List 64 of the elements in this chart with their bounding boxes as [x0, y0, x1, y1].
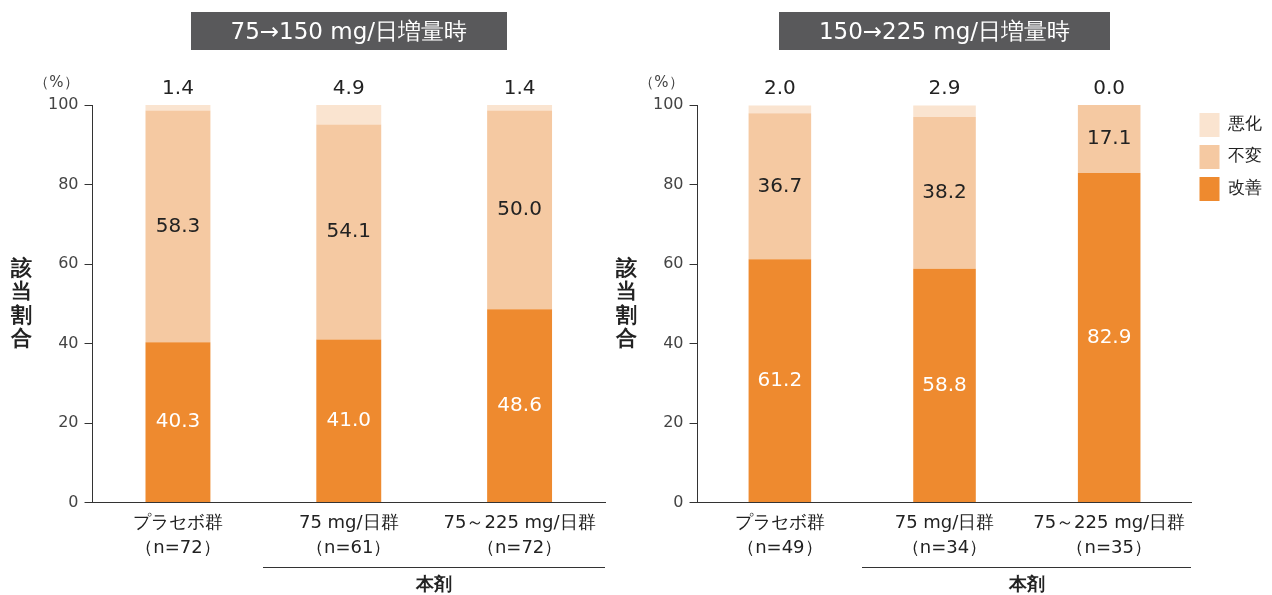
y-tick-label: 0 [68, 491, 79, 511]
data-label: 40.3 [155, 408, 201, 433]
x-tick-label: 75 mg/日群（n=61） [298, 510, 399, 558]
y-axis-title: 該当割合 [10, 255, 33, 351]
bar [913, 105, 976, 117]
legend-label: 改善 [1228, 177, 1262, 198]
text: 本剤 [1007, 572, 1046, 595]
data-label: 4.9 [332, 75, 365, 99]
data-label: 61.2 [757, 366, 803, 391]
data-label: 1.4 [162, 75, 194, 99]
y-tick-label: 60 [663, 253, 684, 273]
bar [913, 268, 976, 503]
y-axis-title: 該当割合 [615, 255, 638, 351]
data-label: 1.4 [503, 75, 536, 99]
y-tick-label: 20 [58, 412, 79, 432]
y-tick-label: 20 [663, 412, 684, 432]
x-tick-label: 75～225 mg/日群（n=72） [443, 510, 596, 558]
bar [748, 105, 812, 114]
y-tick-label: 80 [58, 173, 79, 193]
y-tick-label: 100 [652, 94, 684, 114]
bar [316, 339, 382, 503]
data-label: 58.8 [922, 371, 967, 396]
data-label: 41.0 [326, 407, 372, 432]
legend-label: 不変 [1228, 145, 1262, 166]
text: （%） [639, 73, 684, 92]
y-tick-label: 100 [47, 94, 79, 114]
bar [316, 124, 382, 340]
y-tick-label: 60 [58, 253, 79, 273]
chart-title: 150→225 mg/日増量時 [778, 12, 1111, 50]
y-tick-label: 80 [663, 173, 684, 193]
bar [1077, 172, 1141, 503]
bar [316, 105, 382, 125]
bar [145, 110, 211, 343]
data-label: 48.6 [497, 391, 542, 416]
chart-title: 75→150 mg/日増量時 [190, 12, 508, 50]
x-tick-label: 75 mg/日群（n=34） [894, 510, 995, 558]
text: （%） [34, 73, 79, 92]
bar [748, 259, 812, 503]
bar [748, 113, 812, 260]
data-label: 0.0 [1093, 75, 1126, 99]
data-label: 50.0 [497, 196, 542, 221]
bar [145, 342, 211, 503]
bar [1077, 105, 1141, 173]
data-label: 36.7 [757, 172, 803, 197]
data-label: 54.1 [326, 218, 372, 243]
x-tick-label: プラセボ群（n=49） [734, 510, 825, 558]
bar [913, 116, 976, 269]
text: 本剤 [415, 572, 454, 595]
data-label: 2.9 [928, 75, 961, 100]
x-tick-label: プラセボ群（n=72） [132, 510, 223, 558]
data-label: 82.9 [1086, 323, 1132, 348]
data-label: 38.2 [922, 179, 967, 204]
y-tick-label: 40 [663, 332, 684, 352]
bar [487, 105, 553, 111]
data-label: 17.1 [1086, 125, 1132, 150]
y-tick-label: 40 [58, 332, 79, 352]
y-tick-label: 0 [673, 491, 684, 511]
legend-label: 悪化 [1227, 113, 1262, 134]
data-label: 2.0 [763, 75, 796, 100]
bar [145, 105, 211, 111]
bar [487, 110, 553, 310]
data-label: 58.3 [155, 212, 201, 237]
x-tick-label: 75～225 mg/日群（n=35） [1033, 510, 1186, 558]
bar [487, 309, 553, 503]
